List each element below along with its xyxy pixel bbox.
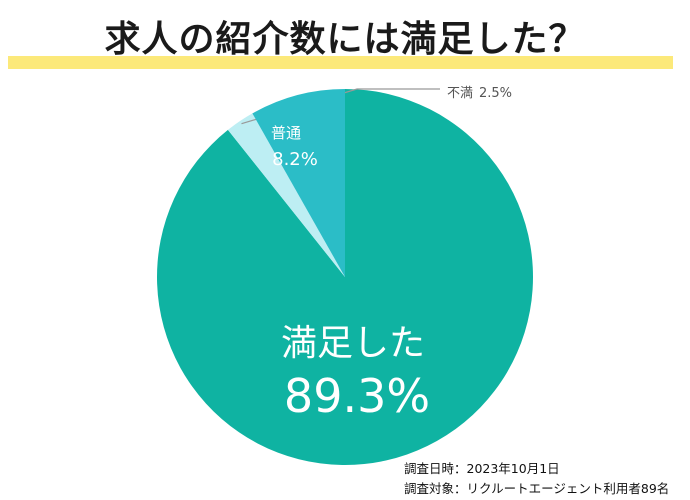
pie-slice-2	[227, 113, 345, 277]
title-highlight-band	[8, 56, 673, 69]
pie-slice-3	[252, 89, 345, 277]
pie-slice-1	[157, 89, 534, 465]
slice-value-1: 89.3%	[284, 369, 430, 423]
chart-title: 求人の紹介数には満足した？	[104, 19, 586, 60]
slice-label-3: 普通	[271, 124, 301, 142]
slice-value-2: 2.5%	[479, 86, 512, 101]
survey-target-note: 調査対象：リクルートエージェント利用者89名	[404, 481, 670, 496]
survey-date-note: 調査日時：2023年10月1日	[404, 461, 560, 476]
slice-label-1: 満足した	[281, 323, 425, 364]
slice-label-2: 不満	[447, 86, 473, 101]
slice-value-3: 8.2%	[272, 149, 318, 170]
